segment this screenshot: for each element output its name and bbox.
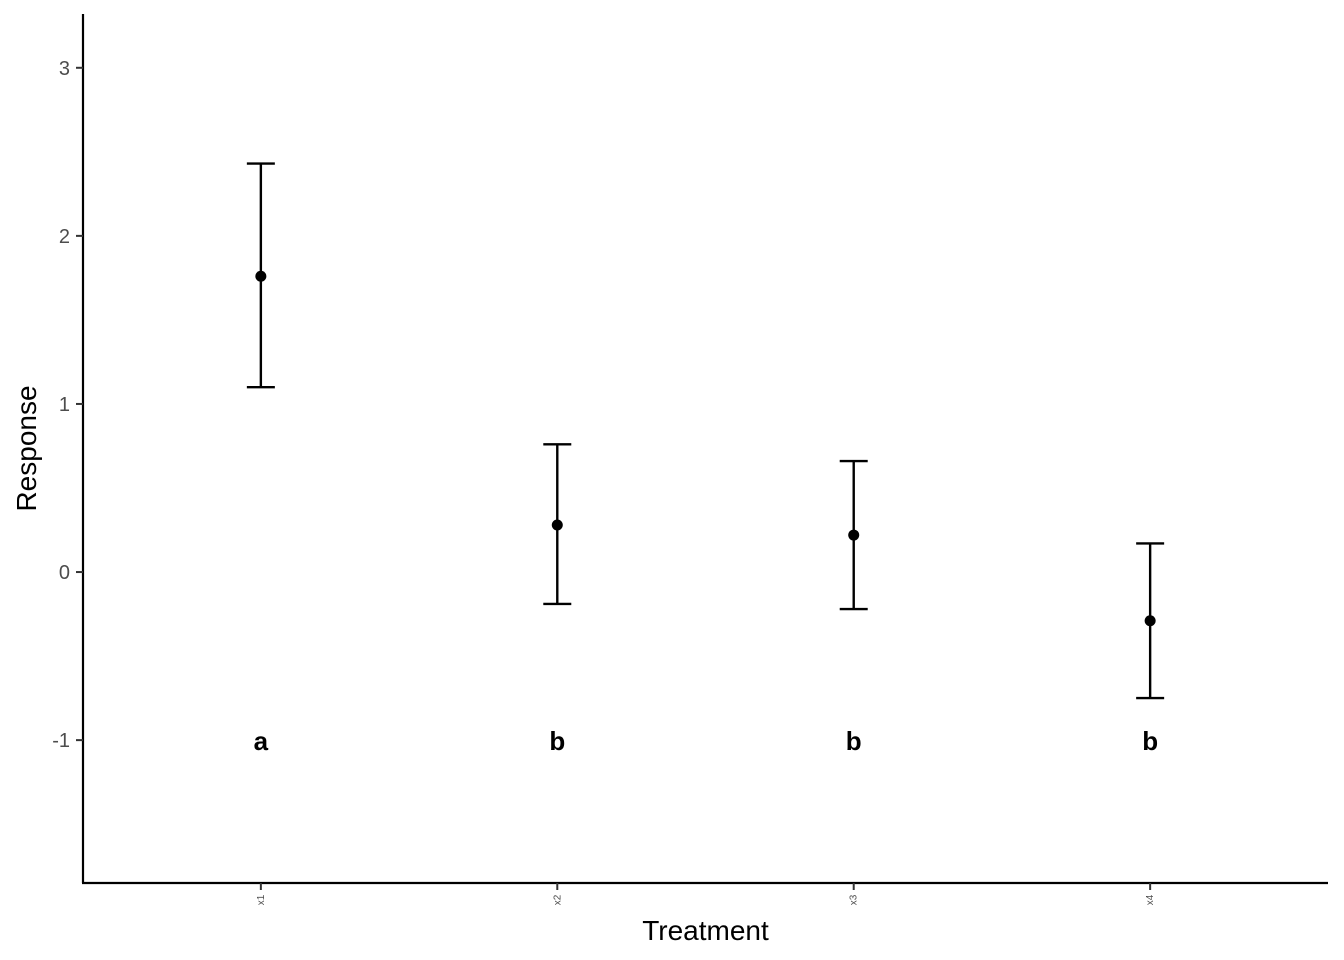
group-letter-x2: b	[549, 726, 565, 756]
x-tick-label: x2	[552, 894, 563, 905]
x-tick-label: x1	[256, 894, 267, 905]
y-tick-label: 3	[59, 58, 70, 80]
y-tick-label: -1	[52, 730, 70, 752]
y-ticks: -1 0 1 2 3	[52, 58, 83, 752]
x-tick-label: x4	[1145, 894, 1156, 905]
group-letter-x1: a	[254, 726, 269, 756]
x-ticks: x1 x2 x3 x4	[256, 883, 1156, 905]
y-tick-label: 1	[59, 394, 70, 416]
y-tick-label: 0	[59, 562, 70, 584]
data-point-x2	[551, 519, 563, 531]
data-point-x4	[1144, 615, 1156, 627]
x-axis-title: Treatment	[642, 915, 769, 946]
data-point-x1	[255, 270, 267, 282]
axes	[81, 14, 1328, 885]
group-letter-x3: b	[846, 726, 862, 756]
data-point-x3	[848, 529, 860, 541]
group-letter-x4: b	[1142, 726, 1158, 756]
y-axis-title: Response	[11, 385, 42, 511]
y-tick-label: 2	[59, 226, 70, 248]
data-marks	[246, 162, 1165, 700]
x-tick-label: x3	[849, 894, 860, 905]
